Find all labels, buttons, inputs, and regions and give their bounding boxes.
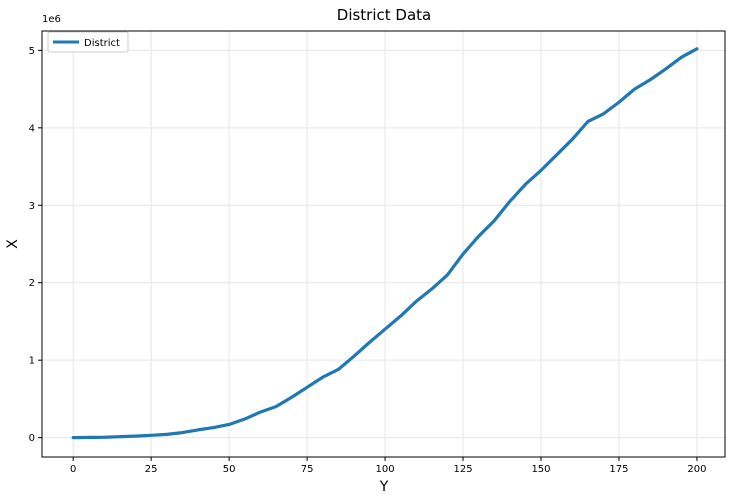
- grid: [42, 31, 725, 457]
- x-axis: 0 25 50 75 100 125 150 175 200: [70, 457, 706, 475]
- x-tick-label: 125: [453, 464, 472, 475]
- chart-title: District Data: [337, 6, 431, 24]
- x-tick-label: 0: [70, 464, 76, 475]
- series-line-district: [71, 47, 699, 440]
- x-tick-label: 150: [531, 464, 550, 475]
- x-tick-label: 175: [609, 464, 628, 475]
- y-tick-label: 2: [29, 278, 35, 289]
- y-axis: 0 1 2 3 4 5: [29, 46, 42, 444]
- y-tick-label: 0: [29, 433, 35, 444]
- y-tick-label: 1: [29, 356, 35, 367]
- legend: District: [47, 31, 129, 53]
- y-tick-label: 3: [29, 201, 35, 212]
- x-tick-label: 50: [223, 464, 236, 475]
- y-axis-label: X: [5, 239, 21, 249]
- y-tick-label: 4: [29, 123, 35, 134]
- y-tick-label: 5: [29, 46, 35, 57]
- y-offset-label: 1e6: [42, 14, 61, 25]
- legend-label: District: [84, 38, 120, 49]
- x-tick-label: 75: [301, 464, 314, 475]
- x-tick-label: 200: [687, 464, 706, 475]
- x-tick-label: 25: [145, 464, 158, 475]
- legend-box: [47, 31, 129, 53]
- plot-frame: [41, 30, 726, 458]
- series-layer: [71, 47, 699, 440]
- x-axis-label: Y: [379, 479, 389, 495]
- x-tick-label: 100: [376, 464, 395, 475]
